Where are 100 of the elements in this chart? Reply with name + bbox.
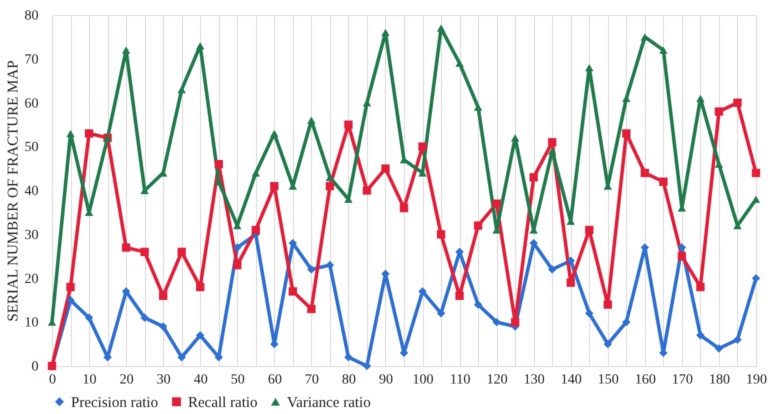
point xyxy=(585,226,594,234)
point xyxy=(84,129,94,138)
point xyxy=(66,282,75,292)
y-tick-label: 60 xyxy=(24,96,38,112)
point xyxy=(492,199,501,208)
point xyxy=(530,173,538,182)
x-tick-label: 30 xyxy=(156,372,171,388)
point xyxy=(436,230,446,239)
point xyxy=(140,314,149,322)
point xyxy=(344,353,353,362)
point xyxy=(381,28,390,36)
point xyxy=(678,243,686,252)
legend-label: Precision ratio xyxy=(71,394,158,411)
point xyxy=(622,318,630,326)
y-tick-label: 70 xyxy=(24,52,38,68)
point xyxy=(178,353,186,362)
point xyxy=(640,168,650,178)
x-tick-label: 70 xyxy=(304,372,319,388)
point xyxy=(455,60,464,67)
point xyxy=(158,322,168,331)
y-tick-label: 10 xyxy=(24,316,38,331)
x-tick-label: 40 xyxy=(194,372,208,388)
point xyxy=(307,116,316,124)
point xyxy=(510,318,520,326)
x-tick-label: 130 xyxy=(524,372,545,388)
point xyxy=(307,265,316,274)
point xyxy=(585,64,594,72)
point xyxy=(474,104,482,111)
x-tick-label: 90 xyxy=(378,372,393,388)
y-tick-label: 80 xyxy=(24,8,38,24)
point xyxy=(418,142,427,151)
point xyxy=(510,134,520,142)
point xyxy=(585,309,594,318)
point xyxy=(714,344,724,353)
point xyxy=(492,318,501,326)
legend-label: Variance ratio xyxy=(287,394,371,411)
point xyxy=(196,331,204,340)
point xyxy=(381,164,390,173)
point xyxy=(158,292,168,300)
y-tick-label: 20 xyxy=(24,272,38,287)
point xyxy=(696,282,705,292)
point xyxy=(326,260,334,270)
x-tick-label: 10 xyxy=(82,372,97,388)
point xyxy=(678,252,686,260)
point xyxy=(270,182,278,190)
point xyxy=(288,287,298,296)
point xyxy=(362,362,372,370)
point xyxy=(659,46,668,54)
point xyxy=(733,98,742,107)
x-tick-label: 190 xyxy=(746,372,767,388)
point xyxy=(659,178,668,186)
point xyxy=(252,226,260,234)
point xyxy=(178,248,186,256)
x-tick-label: 150 xyxy=(598,372,619,388)
y-tick-label: 40 xyxy=(24,184,38,199)
x-tick-label: 140 xyxy=(560,372,582,388)
point xyxy=(548,147,556,155)
x-tick-label: 110 xyxy=(450,372,470,388)
point xyxy=(474,221,482,230)
point xyxy=(566,278,575,287)
point xyxy=(196,42,204,50)
point xyxy=(604,340,612,348)
x-tick-label: 60 xyxy=(268,372,282,388)
point xyxy=(344,120,353,129)
point xyxy=(233,260,242,270)
point xyxy=(196,282,204,292)
point xyxy=(714,107,724,116)
x-tick-label: 0 xyxy=(49,372,56,388)
point xyxy=(140,248,149,256)
x-tick-label: 160 xyxy=(634,372,656,388)
point xyxy=(400,204,408,212)
point xyxy=(84,314,94,322)
x-tick-label: 50 xyxy=(230,372,245,388)
point xyxy=(752,274,760,282)
point xyxy=(122,243,130,252)
y-axis-title: SERIAL NUMBER OF FRACTURE MAP xyxy=(6,60,22,322)
point xyxy=(307,304,316,314)
point xyxy=(566,256,575,265)
y-tick-label: 50 xyxy=(24,140,38,156)
legend-label: Recall ratio xyxy=(188,394,258,411)
x-tick-label: 180 xyxy=(708,372,730,388)
point xyxy=(733,335,742,344)
point xyxy=(455,292,464,300)
point xyxy=(752,196,760,203)
point xyxy=(326,182,334,190)
point xyxy=(548,265,556,274)
point xyxy=(122,46,130,54)
y-tick-label: 30 xyxy=(24,228,38,243)
point xyxy=(436,24,446,32)
x-tick-label: 120 xyxy=(486,372,508,388)
point xyxy=(233,243,242,252)
x-tick-label: 80 xyxy=(342,372,356,388)
y-tick-label: 0 xyxy=(32,360,38,374)
point xyxy=(696,94,705,102)
point xyxy=(752,168,760,178)
x-tick-label: 100 xyxy=(412,372,434,388)
x-tick-label: 170 xyxy=(672,372,693,388)
point xyxy=(622,129,630,138)
point xyxy=(66,130,75,138)
x-tick-label: 20 xyxy=(120,372,134,388)
